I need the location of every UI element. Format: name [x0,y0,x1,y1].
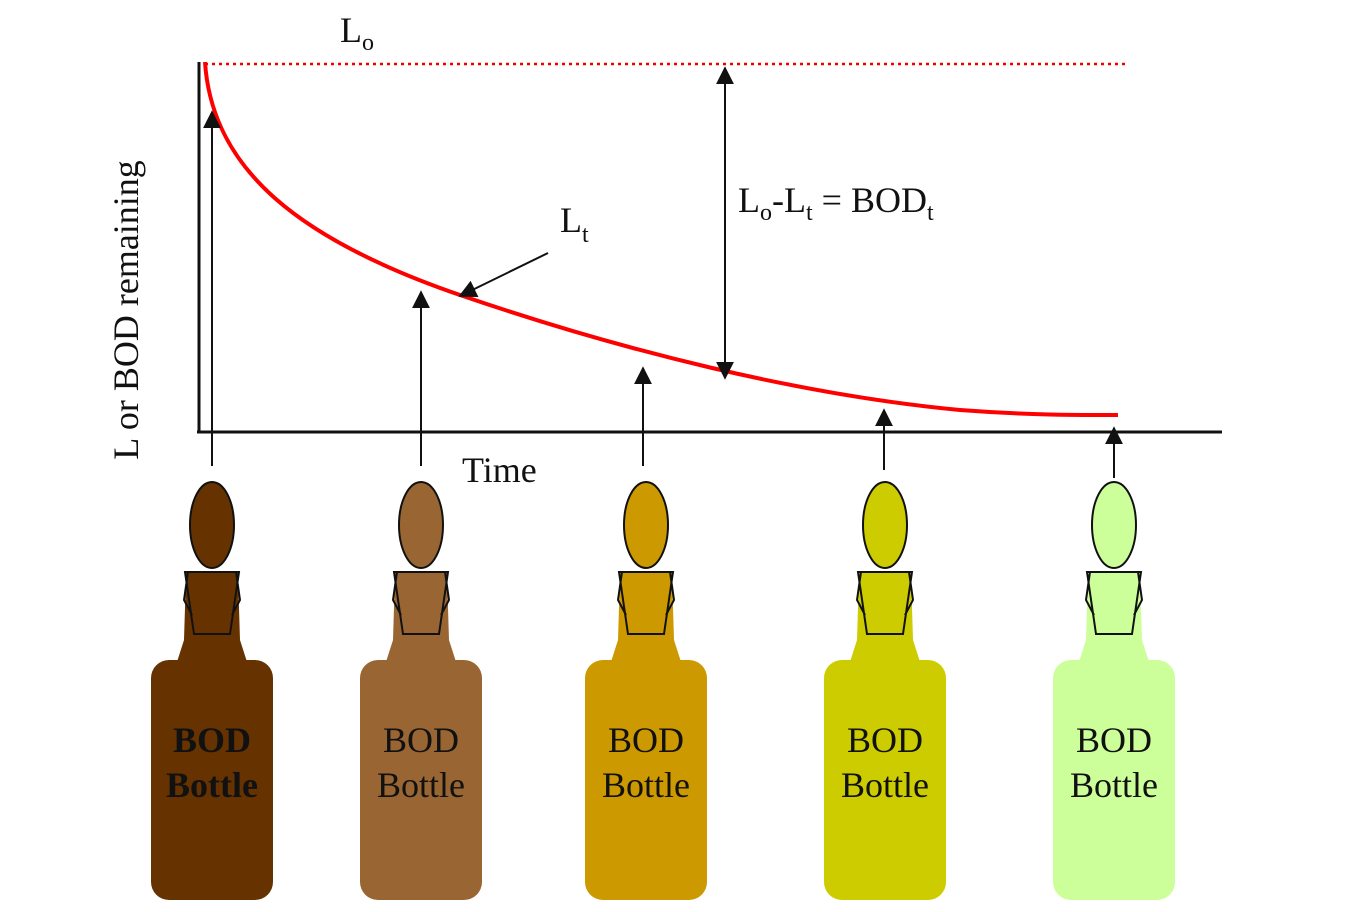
bottle-label: BOD [1076,720,1152,760]
bottle-label: Bottle [377,765,465,805]
bottle-cap [862,481,908,569]
bottle-stopper [183,571,241,635]
stopper-collar [1084,571,1144,616]
bottle: BOD Bottle [824,481,946,900]
bottle-label: BOD [173,720,251,760]
x-axis-label: Time [462,450,537,490]
bottle-label: Bottle [841,765,929,805]
bottle: BOD Bottle [585,481,707,900]
bottle-label: BOD [847,720,923,760]
bottle-label: Bottle [602,765,690,805]
stopper-collar [855,571,915,616]
bottle: BOD Bottle [360,481,482,900]
bottle-label: BOD [608,720,684,760]
initial-label: Lo [340,10,374,56]
bottle-body [360,660,482,900]
bottle-stopper [856,571,914,635]
curve-label: Lt [560,200,589,248]
bottle-cap [189,481,235,569]
sample-arrows [203,110,1123,478]
bottle-body [1053,660,1175,900]
y-axis-label: L or BOD remaining [106,160,146,460]
bottle-stopper [617,571,675,635]
stopper-collar [182,571,242,616]
equation: Lo-Lt = BODt [738,180,934,226]
bottle-cap [1091,481,1137,569]
stopper-collar [616,571,676,616]
bottles: BODBottleBODBottleBODBottleBODBottleBODB… [151,481,1175,900]
decay-curve [203,61,1119,418]
curve-pointer [458,252,549,297]
bottle: BOD Bottle [1053,481,1175,900]
bottle-cap [398,481,444,569]
bottle-label: BOD [383,720,459,760]
bottle: BOD Bottle [151,481,273,900]
bottle-label: Bottle [166,765,258,805]
stopper-collar [391,571,451,616]
bottle-stopper [392,571,450,635]
bottle-body [585,660,707,900]
bottle-body [824,660,946,900]
bottle-stopper [1085,571,1143,635]
bottle-label: Bottle [1070,765,1158,805]
bottle-cap [623,481,669,569]
bottle-body [151,660,273,900]
